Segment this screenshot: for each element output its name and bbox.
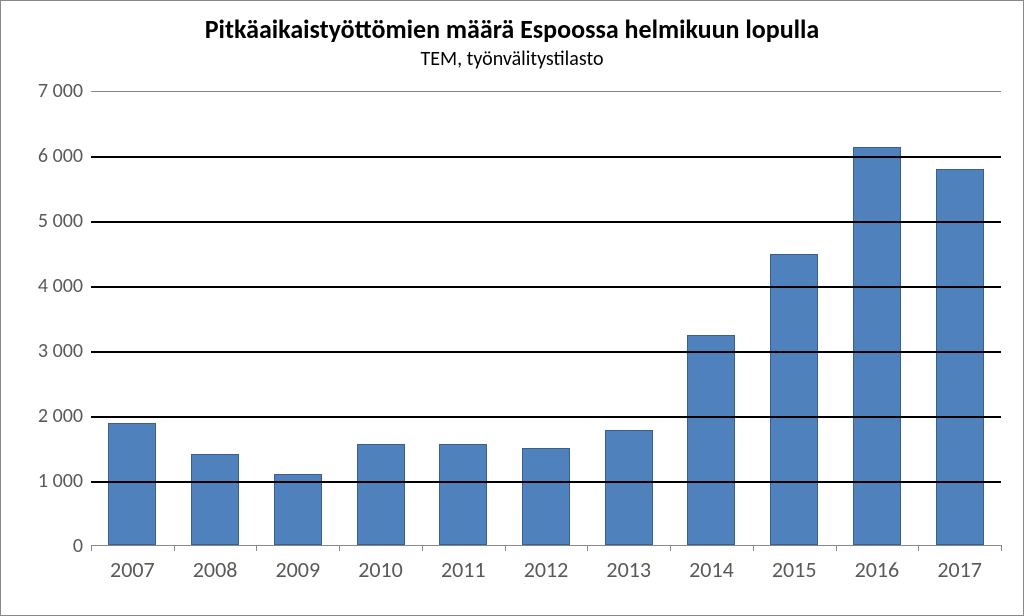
x-tick-mark bbox=[339, 545, 340, 551]
x-tick-mark bbox=[256, 545, 257, 551]
y-tick-label: 0 bbox=[13, 534, 83, 558]
x-tick-label: 2007 bbox=[110, 556, 155, 583]
chart-title: Pitkäaikaistyöttömien määrä Espoossa hel… bbox=[1, 13, 1023, 45]
x-tick-label: 2015 bbox=[772, 556, 817, 583]
x-tick-label: 2010 bbox=[358, 556, 403, 583]
gridline bbox=[91, 416, 1001, 418]
x-tick-mark bbox=[505, 545, 506, 551]
y-tick-label: 5 000 bbox=[13, 209, 83, 233]
y-tick-label: 6 000 bbox=[13, 144, 83, 168]
y-tick-label: 2 000 bbox=[13, 404, 83, 428]
bar bbox=[439, 444, 487, 545]
chart-container: Pitkäaikaistyöttömien määrä Espoossa hel… bbox=[0, 0, 1024, 616]
bar bbox=[605, 430, 653, 545]
y-tick-label: 1 000 bbox=[13, 469, 83, 493]
bar bbox=[770, 254, 818, 545]
x-tick-label: 2012 bbox=[524, 556, 569, 583]
x-tick-label: 2011 bbox=[441, 556, 486, 583]
plot-area bbox=[91, 91, 1001, 546]
x-tick-mark bbox=[587, 545, 588, 551]
gridline bbox=[91, 351, 1001, 353]
x-tick-mark bbox=[91, 545, 92, 551]
x-tick-mark bbox=[918, 545, 919, 551]
gridline bbox=[91, 221, 1001, 223]
bars-layer bbox=[91, 92, 1001, 545]
y-tick-label: 3 000 bbox=[13, 339, 83, 363]
x-tick-label: 2017 bbox=[937, 556, 982, 583]
x-tick-label: 2014 bbox=[689, 556, 734, 583]
y-tick-label: 4 000 bbox=[13, 274, 83, 298]
bar bbox=[936, 169, 984, 545]
gridline bbox=[91, 481, 1001, 483]
gridline bbox=[91, 286, 1001, 288]
bar bbox=[522, 448, 570, 545]
y-tick-label: 7 000 bbox=[13, 79, 83, 103]
x-tick-label: 2008 bbox=[193, 556, 238, 583]
x-tick-label: 2016 bbox=[855, 556, 900, 583]
bar bbox=[108, 423, 156, 545]
gridline bbox=[91, 156, 1001, 158]
x-tick-label: 2009 bbox=[276, 556, 321, 583]
x-tick-mark bbox=[753, 545, 754, 551]
bar bbox=[853, 147, 901, 545]
x-tick-mark bbox=[836, 545, 837, 551]
bar bbox=[687, 335, 735, 545]
chart-subtitle: TEM, työnvälitystilasto bbox=[1, 47, 1023, 71]
x-tick-label: 2013 bbox=[606, 556, 651, 583]
bar bbox=[357, 444, 405, 545]
x-tick-mark bbox=[1001, 545, 1002, 551]
x-tick-mark bbox=[670, 545, 671, 551]
x-tick-mark bbox=[422, 545, 423, 551]
bar bbox=[274, 474, 322, 546]
title-block: Pitkäaikaistyöttömien määrä Espoossa hel… bbox=[1, 1, 1023, 71]
bar bbox=[191, 454, 239, 545]
x-tick-mark bbox=[174, 545, 175, 551]
